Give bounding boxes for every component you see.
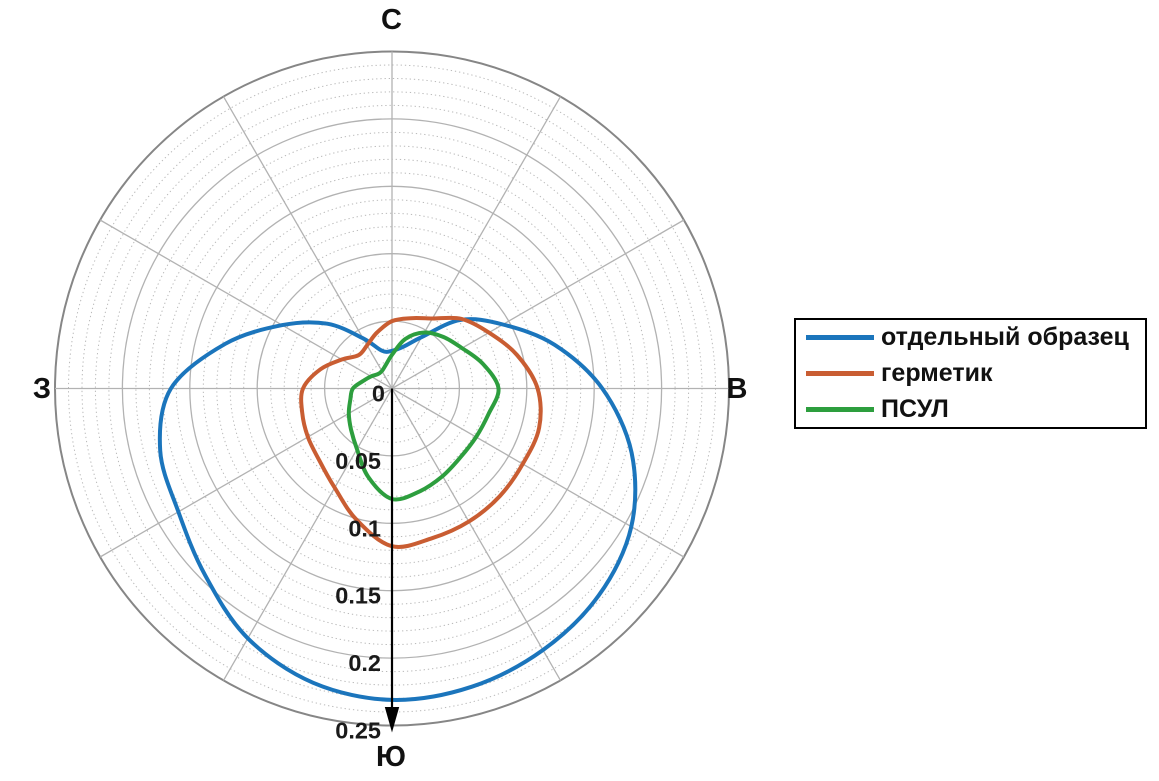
south-axis-arrowhead [384,707,400,733]
radial-tick-label: 0.05 [335,448,381,474]
direction-label-east: В [727,373,748,405]
legend-item: отдельный образец [806,323,1145,353]
legend-label: герметик [881,359,993,387]
angle-spoke [391,96,562,389]
legend-line-swatch-green [806,407,874,412]
direction-label-north: С [381,4,402,36]
angle-spoke [99,387,393,558]
radial-tick-label: 0.25 [335,718,381,744]
legend-box: отдельный образец герметик ПСУЛ [794,318,1147,429]
angle-spoke [391,388,562,681]
radial-tick-label: 0 [372,381,385,407]
angle-spoke [391,219,685,390]
legend-label: отдельный образец [881,323,1129,351]
radial-tick-label: 0.15 [335,583,381,609]
angle-spoke [222,388,393,681]
legend-line-swatch-blue [806,335,874,340]
legend-item: герметик [806,359,1145,389]
radial-tick-label: 0.2 [348,650,381,676]
legend-label: ПСУЛ [881,395,949,423]
legend-item: ПСУЛ [806,395,1145,425]
angle-spoke [391,387,685,558]
direction-label-south: Ю [376,741,406,773]
angle-spoke [99,219,393,390]
radial-tick-label: 0.1 [348,515,381,541]
legend-line-swatch-orange [806,371,874,376]
series-curve-1 [299,315,543,549]
direction-label-west: З [33,373,51,405]
series-curve-2 [346,330,501,502]
